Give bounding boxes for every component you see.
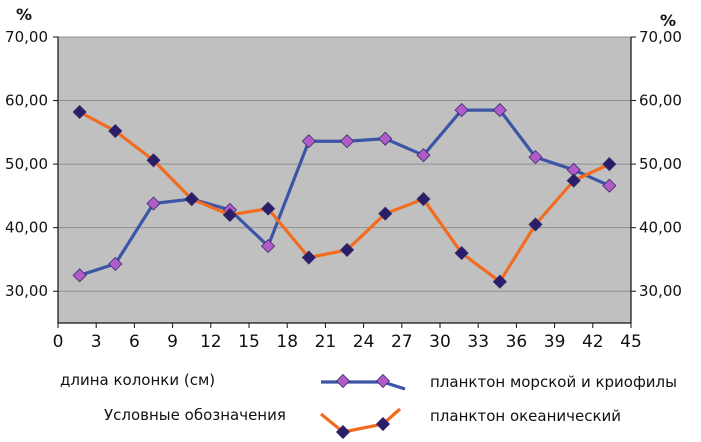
x-tick-label: 15: [238, 332, 260, 352]
legend-line: [319, 407, 402, 434]
y-tick-label-left: 70,00: [5, 28, 48, 46]
data-point: [261, 201, 276, 216]
x-tick-label: 24: [353, 332, 375, 352]
y-tick-label-left: 60,00: [5, 92, 48, 110]
legend-title: Условные обозначения: [104, 406, 286, 424]
data-point: [184, 192, 199, 207]
x-tick-label: 9: [167, 332, 178, 352]
x-axis-label: длина колонки (см): [60, 371, 215, 389]
data-point: [146, 196, 161, 211]
x-tick-label: 27: [391, 332, 413, 352]
y-tick-label-right: 30,00: [639, 282, 682, 300]
data-point: [222, 207, 237, 223]
data-point: [528, 217, 543, 232]
data-point: [492, 274, 507, 289]
x-tick-label: 39: [544, 332, 566, 352]
data-point: [416, 148, 431, 163]
data-point: [108, 123, 123, 139]
data-point: [602, 157, 617, 172]
legend: планктон морской и криофилы планктон океа…: [319, 373, 677, 440]
data-point: [378, 206, 393, 221]
data-point: [602, 178, 617, 193]
y-tick-label-right: 40,00: [639, 219, 682, 237]
data-point: [72, 104, 87, 120]
legend-marker: [335, 373, 351, 389]
data-point: [339, 134, 355, 149]
x-tick-label: 18: [276, 332, 298, 352]
y-unit-right-label: %: [660, 11, 676, 30]
y-tick-label-right: 50,00: [639, 155, 682, 173]
x-tick-label: 33: [467, 332, 489, 352]
series-1: [72, 103, 617, 283]
x-tick-label: 21: [315, 332, 337, 352]
legend-item-oceanic: планктон океанический: [319, 407, 621, 440]
data-point: [566, 173, 581, 188]
x-tick-label: 42: [582, 332, 604, 352]
axes: 70,00 70,00 60,00 60,00 50,00 50,00 40,00 40,00…: [5, 28, 682, 352]
data-point: [108, 256, 123, 271]
plot-area: [58, 37, 631, 323]
data-point: [528, 150, 543, 165]
y-unit-left-label: %: [16, 5, 32, 24]
legend-line: [321, 380, 406, 391]
x-tick-label: 12: [200, 332, 222, 352]
data-point: [261, 239, 276, 254]
data-point: [301, 134, 316, 149]
legend-label-oceanic: планктон океанический: [430, 407, 621, 425]
legend-marker: [375, 373, 391, 389]
y-tick-label-right: 60,00: [639, 92, 682, 110]
plot-background: [58, 37, 631, 323]
data-point: [378, 131, 393, 146]
legend-marker: [375, 416, 391, 432]
data-point: [339, 242, 355, 257]
y-tick-label-left: 50,00: [5, 155, 48, 173]
x-tick-label: 36: [506, 332, 528, 352]
series-2: [72, 104, 617, 289]
x-tick-label: 30: [429, 332, 451, 352]
y-tick-label-right: 70,00: [639, 28, 682, 46]
data-point: [454, 246, 469, 261]
legend-marker: [335, 424, 351, 440]
y-tick-label-left: 30,00: [5, 282, 48, 300]
legend-item-marine: планктон морской и криофилы: [321, 373, 677, 391]
y-tick-label-left: 40,00: [5, 219, 48, 237]
data-point: [454, 103, 469, 118]
data-point: [72, 268, 87, 283]
x-tick-label: 0: [53, 332, 64, 352]
legend-label-marine: планктон морской и криофилы: [430, 373, 677, 391]
data-point: [492, 103, 507, 118]
x-tick-label: 3: [91, 332, 102, 352]
x-tick-label: 6: [129, 332, 140, 352]
data-point: [416, 192, 431, 207]
data-point: [146, 153, 161, 168]
data-point: [301, 250, 316, 265]
x-tick-label: 45: [620, 332, 642, 352]
series-layer: [72, 103, 617, 289]
